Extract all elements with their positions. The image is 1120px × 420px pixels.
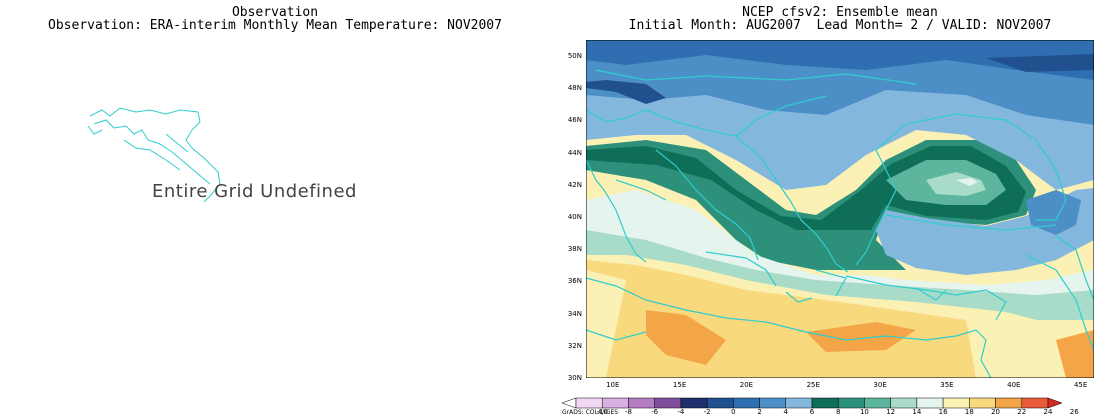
forecast-temperature-map	[586, 40, 1094, 378]
colorbar-swatch	[733, 397, 760, 409]
latitude-label: 40N	[567, 213, 582, 222]
undefined-grid-message: Entire Grid Undefined	[152, 181, 357, 202]
colorbar-swatch	[942, 397, 970, 409]
colorbar-swatch	[759, 397, 787, 409]
longitude-label: 25E	[806, 381, 820, 389]
colorbar-tick: -4	[677, 408, 685, 416]
latitude-label: 42N	[567, 180, 582, 189]
colorbar-high-arrow	[1047, 397, 1062, 409]
forecast-subtitle: Initial Month: AUG2007 Lead Month= 2 / V…	[628, 18, 1052, 33]
colorbar-tick: -2	[703, 408, 711, 416]
latitude-label: 36N	[567, 277, 582, 286]
longitude-label: 20E	[739, 381, 754, 389]
colorbar-tick: 4	[783, 408, 788, 416]
observation-subtitle: Observation: ERA-interim Monthly Mean Te…	[48, 18, 502, 33]
colorbar	[562, 397, 1062, 409]
colorbar-tick: 26	[1069, 408, 1079, 416]
longitude-label: 45E	[1073, 381, 1088, 389]
colorbar-tick: 18	[964, 408, 974, 416]
colorbar-swatch	[601, 397, 629, 409]
latitude-label: 32N	[567, 341, 582, 350]
latitude-label: 46N	[567, 116, 582, 125]
latitude-label: 48N	[567, 84, 582, 93]
colorbar-swatch	[785, 397, 813, 409]
colorbar-tick: 6	[809, 408, 815, 416]
observation-coastline-map	[87, 107, 221, 203]
colorbar-tick: 24	[1043, 408, 1053, 416]
latitude-label: 38N	[567, 245, 582, 254]
colorbar-swatch	[654, 397, 682, 409]
colorbar-low-arrow	[562, 397, 577, 409]
colorbar-tick: 14	[912, 408, 922, 416]
colorbar-tick: 0	[731, 408, 736, 416]
colorbar-tick: -8	[624, 408, 632, 416]
colorbar-tick: 10	[859, 408, 869, 416]
colorbar-swatch	[628, 397, 655, 409]
latitude-label: 30N	[567, 374, 582, 382]
latitude-label: 44N	[567, 148, 582, 157]
colorbar-swatch	[811, 397, 839, 409]
latitude-label: 50N	[567, 52, 582, 61]
observation-title: Observation	[231, 5, 319, 20]
longitude-label: 40E	[1007, 381, 1021, 389]
colorbar-swatch	[837, 397, 865, 409]
colorbar-tick: 2	[757, 408, 762, 416]
latitude-label: 34N	[567, 309, 582, 318]
colorbar-swatch	[575, 397, 603, 409]
colorbar-tick: 12	[886, 408, 896, 416]
colorbar-tick: 20	[991, 408, 1000, 416]
colorbar-tick: 8	[835, 408, 841, 416]
longitude-label: 15E	[672, 381, 687, 389]
grads-credit: GrADS: COLA/IGES	[562, 409, 619, 416]
forecast-title: NCEP cfsv2: Ensemble mean	[742, 5, 938, 20]
colorbar-swatch	[969, 397, 996, 409]
colorbar-swatch	[890, 397, 918, 409]
colorbar-swatch	[706, 397, 734, 409]
longitude-label: 30E	[873, 381, 887, 389]
colorbar-tick: 16	[938, 408, 948, 416]
colorbar-swatch	[916, 397, 944, 409]
longitude-label: 10E	[606, 381, 620, 389]
colorbar-swatch	[864, 397, 891, 409]
colorbar-swatch	[995, 397, 1023, 409]
colorbar-tick: -6	[651, 408, 659, 416]
colorbar-tick: -10	[596, 408, 608, 416]
longitude-label: 35E	[940, 381, 954, 389]
colorbar-swatch	[1021, 397, 1049, 409]
colorbar-tick: 22	[1017, 408, 1027, 416]
colorbar-swatch	[680, 397, 708, 409]
